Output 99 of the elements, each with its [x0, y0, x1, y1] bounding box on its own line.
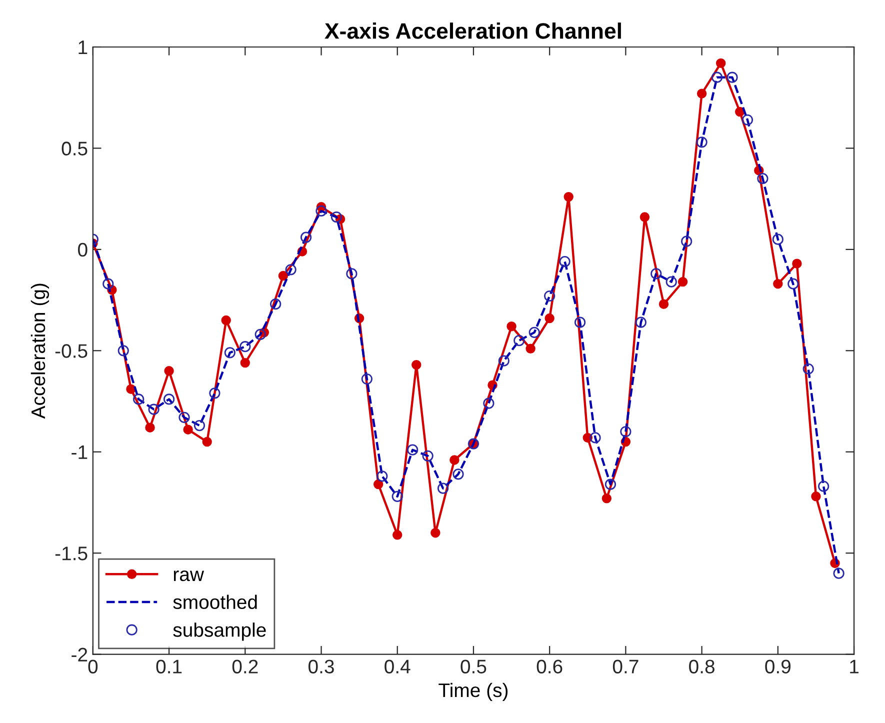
- point: [757, 173, 768, 184]
- point: [240, 358, 250, 368]
- point: [148, 404, 160, 415]
- point: [792, 258, 802, 268]
- point: [126, 384, 136, 394]
- x-tick-label: 0.3: [308, 660, 334, 674]
- point: [412, 360, 422, 370]
- point: [528, 326, 540, 338]
- point: [526, 344, 536, 354]
- point: [330, 211, 342, 223]
- point: [604, 478, 616, 490]
- y-tick-label: 0: [78, 242, 88, 257]
- point: [164, 366, 174, 376]
- point: [602, 494, 612, 504]
- y-tick-label: 0.5: [62, 142, 88, 156]
- y-tick-label: -1: [72, 446, 88, 459]
- x-tick-label: 0.5: [460, 660, 486, 674]
- point: [742, 114, 754, 126]
- point: [650, 268, 662, 280]
- point: [163, 394, 175, 405]
- point: [711, 72, 723, 83]
- point: [498, 355, 510, 366]
- point: [183, 424, 193, 434]
- point: [178, 412, 190, 424]
- point: [574, 316, 586, 328]
- point: [696, 88, 707, 98]
- point: [376, 470, 388, 482]
- point: [118, 345, 129, 356]
- point: [145, 422, 155, 432]
- point: [202, 436, 212, 447]
- point: [361, 373, 372, 385]
- point: [726, 72, 738, 83]
- point: [270, 298, 282, 310]
- point: [544, 313, 554, 324]
- point: [544, 290, 556, 302]
- point: [194, 420, 206, 432]
- point: [422, 450, 434, 462]
- x-tick-label: 0.7: [612, 660, 638, 674]
- point: [278, 270, 288, 281]
- point: [818, 480, 830, 492]
- point: [407, 444, 418, 456]
- point: [285, 264, 296, 276]
- point: [346, 268, 358, 280]
- point: [514, 334, 525, 346]
- point: [224, 347, 236, 358]
- point: [240, 341, 251, 352]
- x-tick-label: 0: [88, 660, 98, 674]
- chart-title: X-axis Acceleration Channel: [324, 22, 621, 39]
- point: [452, 468, 464, 480]
- point: [373, 479, 384, 490]
- point: [392, 530, 402, 540]
- point: [316, 205, 327, 217]
- point: [209, 388, 220, 399]
- x-axis-title: Time (s): [438, 682, 508, 701]
- point: [640, 212, 650, 222]
- point: [678, 276, 688, 287]
- point: [716, 58, 726, 68]
- x-tick-label: 0.4: [384, 660, 410, 674]
- point: [833, 568, 844, 579]
- point: [430, 528, 440, 538]
- point: [811, 492, 821, 502]
- point: [254, 328, 266, 340]
- point: [735, 106, 745, 117]
- point: [590, 432, 601, 444]
- x-tick-label: 0.2: [232, 660, 258, 674]
- legend-label: raw: [174, 570, 204, 582]
- point: [221, 315, 231, 326]
- y-tick-label: -1.5: [55, 546, 88, 560]
- y-axis-title: Acceleration (g): [30, 284, 50, 419]
- point: [620, 426, 632, 438]
- y-tick-label: -2: [72, 648, 88, 662]
- point: [788, 278, 799, 290]
- point: [102, 278, 114, 290]
- point: [392, 490, 403, 502]
- x-tick-label: 0.9: [765, 660, 791, 674]
- point: [300, 232, 312, 243]
- point: [666, 276, 677, 288]
- y-tick-label: -0.5: [55, 344, 88, 358]
- point: [802, 363, 814, 374]
- point: [681, 236, 692, 247]
- y-tick-label: 1: [78, 40, 88, 54]
- point: [437, 482, 449, 494]
- point: [559, 256, 570, 268]
- legend-label: smoothed: [173, 594, 257, 610]
- point: [635, 316, 646, 328]
- point: [772, 234, 784, 245]
- x-tick-label: 0.6: [536, 660, 562, 674]
- point: [483, 398, 494, 409]
- x-tick-label: 0.1: [156, 660, 182, 674]
- legend-label: subsample: [173, 622, 266, 641]
- x-tick-label: 1: [850, 660, 858, 674]
- point: [506, 322, 516, 332]
- point: [658, 299, 669, 309]
- point: [450, 455, 460, 465]
- point: [564, 192, 574, 202]
- point: [773, 278, 783, 289]
- point: [696, 136, 708, 148]
- point: [133, 394, 144, 405]
- x-tick-label: 0.8: [689, 660, 714, 674]
